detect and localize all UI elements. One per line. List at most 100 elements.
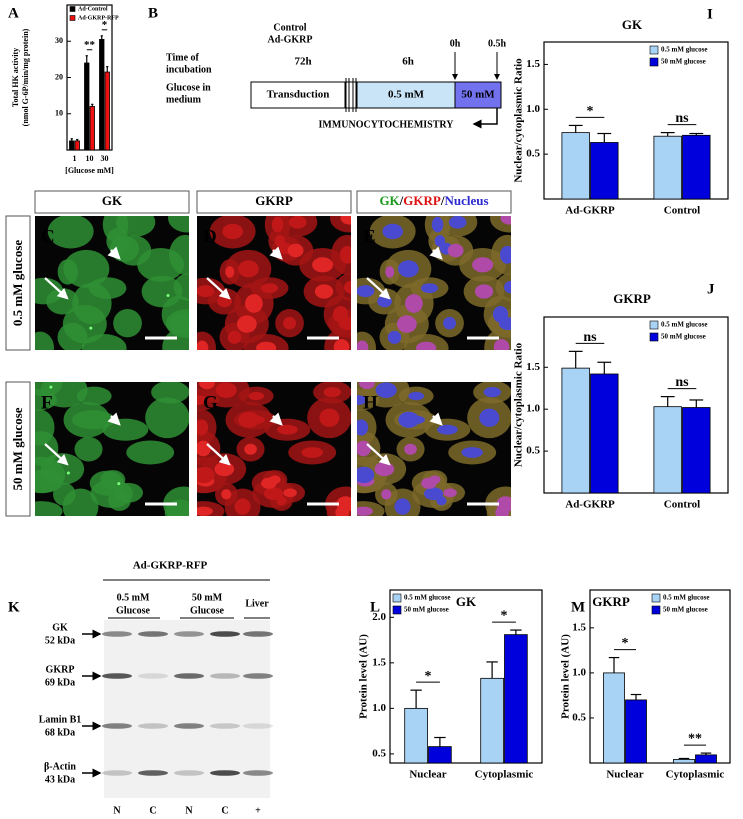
nucleus xyxy=(443,488,457,498)
band xyxy=(174,723,204,729)
bar xyxy=(653,135,682,200)
nucleus xyxy=(339,317,351,330)
column-header: GK xyxy=(102,193,123,208)
puncta xyxy=(109,350,112,353)
panel-label: J xyxy=(707,281,715,297)
nucleus xyxy=(357,506,373,516)
panel-label: E xyxy=(363,226,376,247)
cell xyxy=(108,490,131,511)
nucleus xyxy=(277,424,298,435)
bar xyxy=(69,140,75,151)
pointer-arrowhead xyxy=(107,246,121,260)
nucleus xyxy=(283,488,297,498)
panel-label: G xyxy=(203,392,218,413)
nucleus xyxy=(357,340,369,350)
panel-label: B xyxy=(148,5,158,21)
nucleus xyxy=(396,315,417,333)
nucleus xyxy=(357,466,375,484)
panel-label: K xyxy=(8,599,20,615)
band xyxy=(243,673,273,679)
lane-label: C xyxy=(221,805,228,816)
nucleus xyxy=(375,382,397,398)
nucleus xyxy=(421,477,437,489)
band xyxy=(210,673,240,679)
nucleus xyxy=(405,415,425,425)
plot-frame xyxy=(543,316,729,494)
significance-label: ns xyxy=(675,375,689,390)
nucleus xyxy=(436,496,447,506)
y-axis-label: Protein level (AU) xyxy=(560,634,572,719)
pointer-arrow xyxy=(44,277,69,300)
puncta xyxy=(166,293,170,297)
bar xyxy=(695,754,717,764)
nucleus xyxy=(357,419,369,436)
nucleus xyxy=(339,245,351,264)
x-tick-label: 30 xyxy=(101,154,109,163)
nucleus xyxy=(387,330,402,344)
significance-label: ns xyxy=(675,111,689,126)
nucleus xyxy=(499,245,511,264)
readout-label: IMMUNOCYTOCHEMISTRY xyxy=(318,119,454,130)
cell xyxy=(495,273,511,302)
nucleus xyxy=(416,341,437,350)
nucleus xyxy=(287,243,304,258)
cell xyxy=(102,418,149,441)
nucleus xyxy=(461,447,483,458)
time-label: 72h xyxy=(294,56,311,68)
y-tick-label: 30 xyxy=(55,36,63,45)
header-part: GK xyxy=(379,193,400,208)
readout-arrow xyxy=(472,108,498,129)
nucleus xyxy=(474,284,494,299)
pointer-arrow xyxy=(44,443,69,466)
band xyxy=(210,770,240,776)
bar xyxy=(104,71,110,151)
row-header-box xyxy=(5,381,31,517)
cell xyxy=(116,216,156,237)
band-label: GK xyxy=(52,622,68,633)
time-label: 6h xyxy=(402,56,414,68)
significance-label: * xyxy=(501,609,508,624)
y-tick-label: 1.0 xyxy=(526,403,540,415)
nucleus xyxy=(283,316,297,330)
panel-label: C xyxy=(41,226,55,247)
cell xyxy=(165,309,189,338)
lane-label: N xyxy=(113,805,121,816)
significance-label: * xyxy=(425,669,432,684)
nucleus xyxy=(271,216,284,233)
band xyxy=(138,723,168,729)
nucleus xyxy=(248,391,265,401)
y-tick-label: 2.0 xyxy=(372,611,386,623)
stage-box xyxy=(454,81,502,109)
nucleus xyxy=(301,447,323,458)
x-tick-label: Cytoplasmic xyxy=(475,769,534,781)
bar xyxy=(84,62,90,151)
nucleus xyxy=(423,487,444,501)
nucleus xyxy=(225,266,235,278)
cell xyxy=(40,453,85,485)
nucleus xyxy=(448,216,467,229)
x-tick-label: Nuclear xyxy=(409,769,446,781)
cell xyxy=(35,409,55,446)
cell xyxy=(57,322,88,350)
pointer-arrow xyxy=(366,277,391,300)
nucleus xyxy=(500,216,511,225)
micrograph xyxy=(35,216,189,353)
nucleus xyxy=(493,339,510,350)
pointer-arrow xyxy=(206,277,231,300)
micrograph xyxy=(357,382,511,516)
panel-label: A xyxy=(8,5,19,21)
puncta xyxy=(66,471,70,475)
plot-frame xyxy=(389,589,543,764)
group-label: 50 mM xyxy=(192,592,223,603)
y-tick-label: 0.5 xyxy=(372,747,386,759)
nucleus xyxy=(276,496,287,506)
band xyxy=(243,723,273,729)
nucleus xyxy=(244,443,257,455)
legend-label: Ad-Control xyxy=(78,6,108,12)
lane-label: C xyxy=(149,805,156,816)
y-tick-label: 1.0 xyxy=(372,702,386,714)
nucleus xyxy=(236,315,257,333)
band xyxy=(138,673,168,679)
plot-frame xyxy=(589,589,731,764)
nucleus xyxy=(197,340,209,350)
